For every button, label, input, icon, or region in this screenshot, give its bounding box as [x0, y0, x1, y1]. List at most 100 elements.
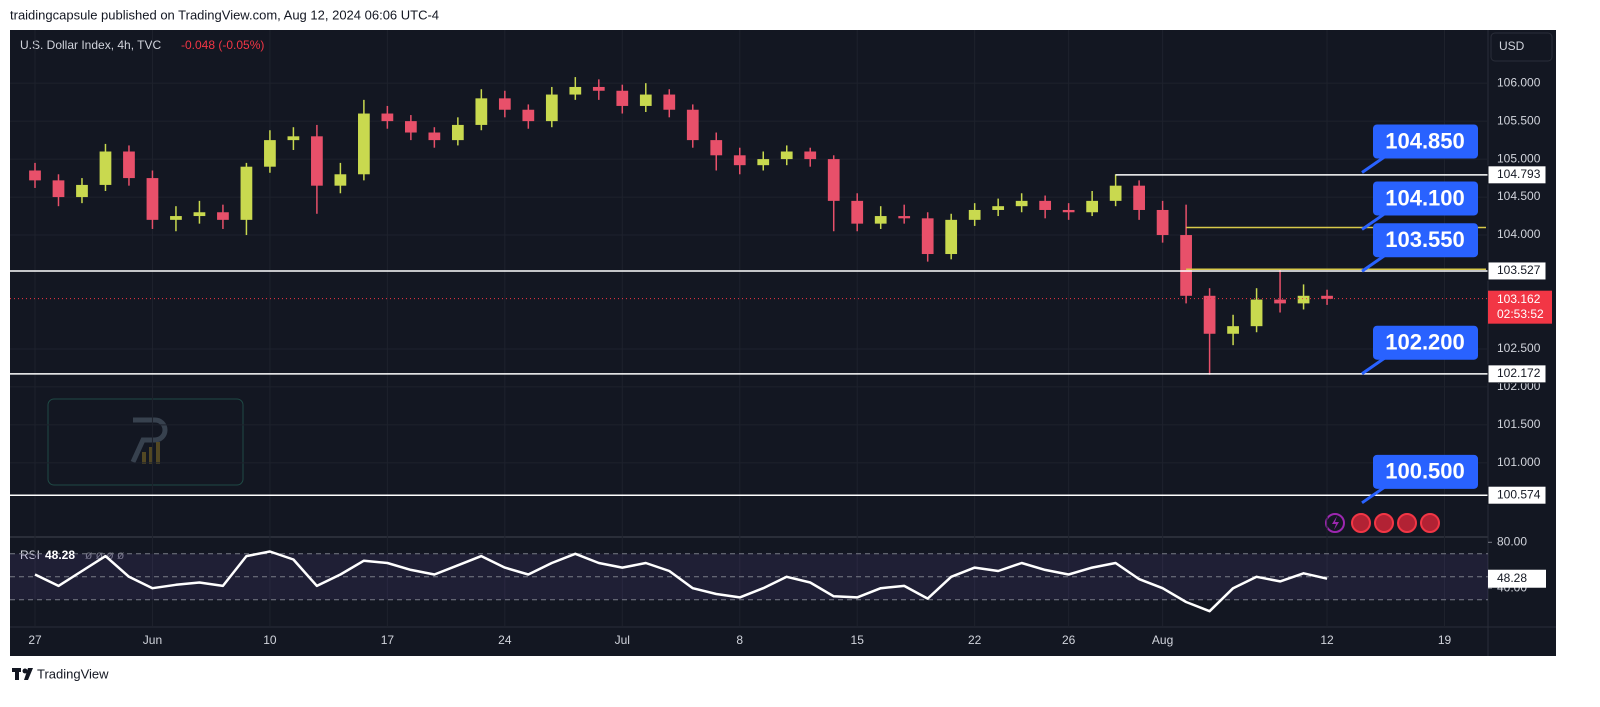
level-label-box	[1487, 165, 1547, 185]
candle-body	[193, 212, 206, 217]
publisher-line: traidingcapsule published on TradingView…	[10, 7, 439, 22]
x-tick-label: Jul	[615, 633, 630, 647]
candle-body	[545, 94, 558, 122]
candle-body	[146, 178, 159, 220]
countdown: 02:53:52	[1497, 307, 1544, 321]
chart-title: U.S. Dollar Index, 4h, TVC	[20, 38, 162, 52]
level-label: 102.172	[1497, 366, 1541, 380]
x-tick-label: 26	[1062, 633, 1076, 647]
candle-body	[874, 216, 887, 224]
candle-body	[1203, 295, 1216, 334]
candle-body	[898, 216, 911, 219]
candle-body	[569, 86, 582, 95]
candle-body	[1015, 200, 1028, 207]
candle-body	[945, 219, 958, 255]
callout-label: 100.500	[1385, 459, 1465, 484]
candle-body	[99, 151, 112, 185]
x-tick-label: 17	[381, 633, 395, 647]
currency-label: USD	[1499, 39, 1525, 53]
candle-body	[123, 151, 135, 179]
candle-body	[616, 90, 629, 106]
candle-body	[404, 121, 417, 133]
candle-body	[1039, 200, 1052, 210]
level-label-box	[1487, 364, 1547, 384]
currency-button[interactable]	[1490, 32, 1553, 62]
callout-label: 104.100	[1385, 185, 1465, 210]
candle-body	[827, 159, 840, 201]
callout-label: 103.550	[1385, 227, 1465, 252]
last-price-label: 103.162	[1497, 292, 1541, 306]
level-label-box	[1487, 485, 1547, 505]
candle-body	[1250, 299, 1263, 327]
callout-box	[1373, 223, 1478, 258]
callout-label: 102.200	[1385, 330, 1465, 355]
x-tick-label: Jun	[143, 633, 162, 647]
candle-body	[264, 140, 276, 167]
callout-label: 104.850	[1385, 128, 1465, 153]
x-tick-label: 19	[1438, 633, 1452, 647]
y-tick-label: 105.000	[1497, 151, 1541, 165]
watermark-box	[47, 398, 244, 486]
candle-body	[804, 151, 817, 160]
candle-body	[992, 206, 1005, 210]
x-tick-label: Aug	[1152, 633, 1173, 647]
candle-body	[498, 98, 511, 110]
candle-body	[1086, 200, 1099, 213]
candle-body	[240, 166, 253, 220]
candle-body	[780, 151, 793, 160]
x-tick-label: 8	[736, 633, 743, 647]
candle-body	[52, 180, 65, 198]
brand-name: TradingView	[37, 666, 109, 681]
candle-body	[311, 136, 323, 186]
candle-body	[639, 94, 652, 106]
candle-body	[1133, 185, 1145, 210]
rsi-last-box	[1488, 569, 1546, 588]
level-label: 100.574	[1497, 487, 1541, 501]
x-tick-label: 10	[263, 633, 277, 647]
candle-body	[287, 136, 300, 141]
y-tick-label: 102.500	[1497, 341, 1541, 355]
candle-body	[1062, 209, 1075, 213]
y-tick-label: 101.500	[1497, 417, 1541, 431]
candle-body	[663, 94, 676, 110]
y-tick-label: 104.000	[1497, 227, 1541, 241]
candle-body	[428, 132, 441, 141]
candle-body	[29, 170, 41, 181]
candle-body	[1227, 326, 1239, 334]
candle-body	[1297, 295, 1310, 304]
candle-body	[76, 184, 88, 198]
candle-body	[217, 212, 229, 220]
rsi-last-label: 48.28	[1497, 571, 1527, 585]
candle-body	[757, 159, 770, 166]
x-tick-label: 12	[1320, 633, 1334, 647]
candle-body	[1274, 299, 1286, 304]
x-tick-label: 15	[851, 633, 865, 647]
y-tick-label: 101.000	[1497, 455, 1541, 469]
candle-body	[1156, 209, 1169, 236]
candle-body	[968, 209, 981, 220]
candle-body	[451, 124, 464, 141]
y-tick-label: 106.000	[1497, 75, 1541, 89]
candle-body	[592, 86, 605, 91]
event-icons[interactable]	[1325, 513, 1440, 533]
candle-body	[851, 200, 864, 224]
rsi-value: 48.28	[45, 548, 75, 562]
candle-body	[170, 216, 182, 220]
candle-body	[686, 109, 699, 141]
y-tick-label: 104.500	[1497, 189, 1541, 203]
candle-body	[710, 140, 723, 156]
rsi-line	[34, 550, 1328, 613]
candle-body	[1180, 235, 1192, 296]
candle-body	[358, 113, 370, 175]
callout-box	[1373, 454, 1478, 489]
watermark-logo	[130, 417, 168, 464]
last-price-box	[1488, 290, 1552, 324]
candle-body	[1321, 295, 1333, 299]
level-label-box	[1487, 261, 1547, 281]
price-change: -0.048 (-0.05%)	[181, 38, 264, 52]
level-label: 104.793	[1497, 167, 1541, 181]
candle-body	[381, 113, 394, 122]
callout-box	[1373, 124, 1478, 159]
